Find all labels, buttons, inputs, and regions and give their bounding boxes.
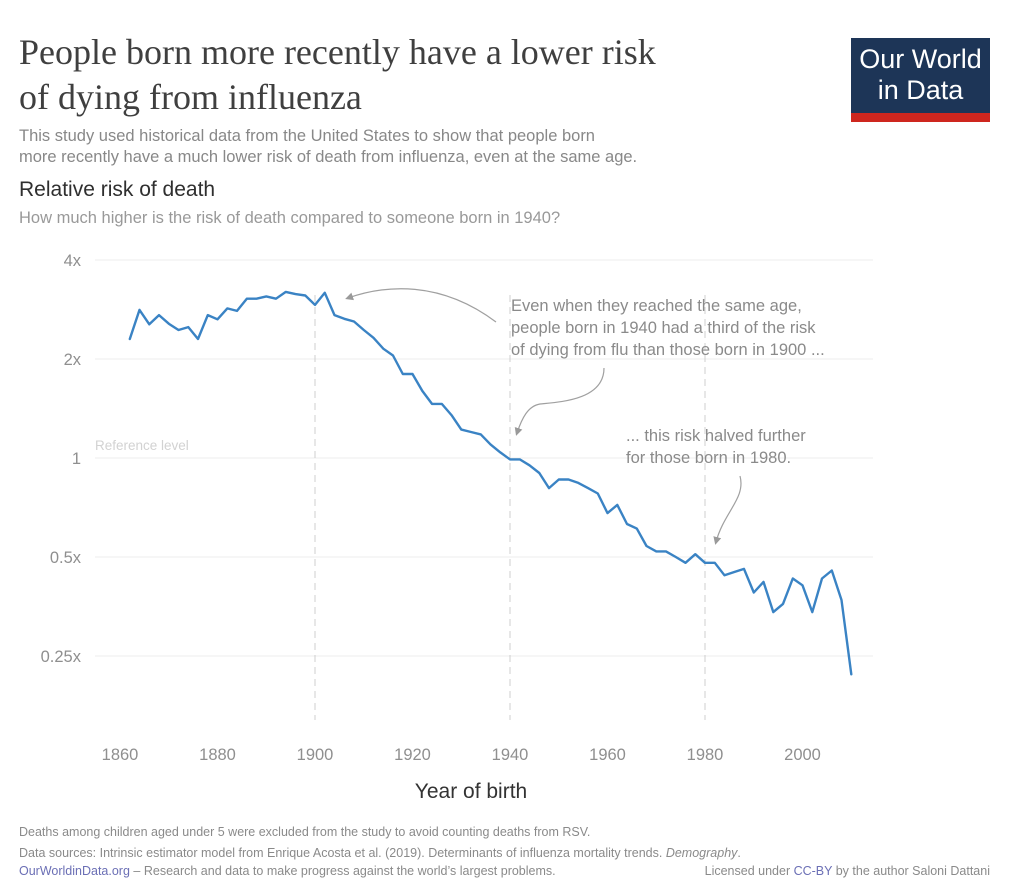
y-axis-ticks: 4x 2x 1 0.5x 0.25x — [41, 252, 82, 666]
owid-site-link[interactable]: OurWorldinData.org — [19, 864, 130, 878]
x-tick-label: 1980 — [687, 746, 724, 764]
site-tagline: – Research and data to make progress aga… — [129, 864, 556, 878]
chart-question: How much higher is the risk of death com… — [19, 209, 561, 227]
sources-journal: Demography — [665, 846, 738, 860]
x-axis-label: Year of birth — [415, 780, 527, 803]
owid-logo[interactable]: Our World in Data — [851, 38, 990, 122]
annotation-2-line-2: for those born in 1980. — [626, 449, 791, 467]
x-tick-label: 1860 — [102, 746, 139, 764]
footer-note: Deaths among children aged under 5 were … — [19, 825, 591, 839]
x-tick-label: 1960 — [589, 746, 626, 764]
y-tick-label: 0.25x — [41, 648, 82, 666]
annotation-arrow-1900 — [345, 288, 497, 323]
logo-line-2: in Data — [877, 75, 964, 105]
annotation-2-line-1: ... this risk halved further — [626, 427, 806, 445]
reference-level-label: Reference level — [95, 438, 189, 453]
chart-subtitle: This study used historical data from the… — [19, 126, 779, 168]
logo-accent-bar — [851, 113, 990, 122]
annotation-1980: ... this risk halved further for those b… — [626, 427, 810, 467]
x-tick-label: 1880 — [199, 746, 236, 764]
footer-sources: Data sources: Intrinsic estimator model … — [19, 846, 741, 860]
annotation-1-line-3: of dying from flu than those born in 190… — [511, 341, 825, 359]
x-tick-label: 1900 — [297, 746, 334, 764]
y-tick-label: 1 — [72, 450, 81, 468]
footer-license: Licensed under CC-BY by the author Salon… — [705, 864, 990, 878]
series-line-0 — [128, 290, 853, 676]
annotation-1-line-1: Even when they reached the same age, — [511, 297, 802, 315]
x-axis-ticks: 1860 1880 1900 1920 1940 1960 1980 2000 — [102, 746, 821, 764]
title-line-2: of dying from influenza — [19, 77, 362, 117]
x-tick-label: 2000 — [784, 746, 821, 764]
sources-suffix: . — [737, 846, 741, 860]
sources-text: Data sources: Intrinsic estimator model … — [19, 846, 663, 860]
license-suffix: by the author Saloni Dattani — [832, 864, 990, 878]
license-prefix: Licensed under — [704, 864, 794, 878]
annotation-1900-vs-1940: Even when they reached the same age, peo… — [511, 297, 825, 359]
x-tick-label: 1920 — [394, 746, 431, 764]
annotation-arrow-1940 — [514, 367, 605, 436]
logo-line-1: Our World — [859, 44, 982, 74]
gridlines — [95, 259, 873, 657]
subtitle-line-1: This study used historical data from the… — [19, 127, 595, 145]
y-tick-label: 0.5x — [50, 549, 82, 567]
x-tick-label: 1940 — [492, 746, 529, 764]
footer-site: OurWorldinData.org – Research and data t… — [19, 864, 556, 878]
chart-title: People born more recently have a lower r… — [19, 30, 799, 120]
marker-lines — [314, 295, 706, 720]
annotation-1-line-2: people born in 1940 had a third of the r… — [511, 319, 816, 337]
annotation-arrows — [345, 288, 742, 545]
title-line-1: People born more recently have a lower r… — [19, 32, 656, 72]
subtitle-line-2: more recently have a much lower risk of … — [19, 148, 638, 166]
chart-heading: Relative risk of death — [19, 178, 216, 201]
series-group — [128, 290, 853, 676]
y-tick-label: 4x — [64, 252, 82, 270]
license-link[interactable]: CC-BY — [793, 864, 833, 878]
annotation-arrow-1980 — [713, 475, 742, 545]
y-tick-label: 2x — [64, 351, 82, 369]
